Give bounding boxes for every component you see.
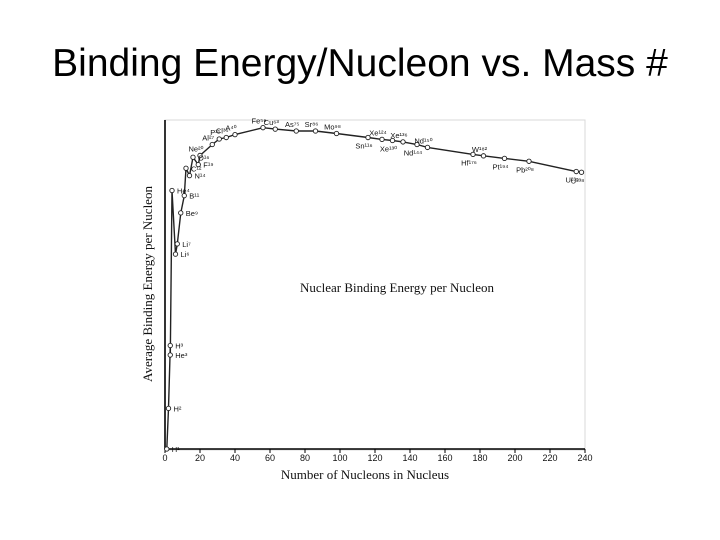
point-label: Mo⁹⁸ bbox=[324, 123, 341, 132]
x-tick-label: 0 bbox=[162, 453, 167, 463]
x-tick-label: 40 bbox=[230, 453, 240, 463]
slide-title: Binding Energy/Nucleon vs. Mass # bbox=[52, 42, 668, 85]
data-point bbox=[470, 151, 476, 158]
data-point bbox=[178, 210, 184, 216]
point-label: P³¹ bbox=[210, 128, 221, 137]
data-point bbox=[169, 187, 175, 194]
point-label: Cu⁶³ bbox=[264, 118, 280, 127]
data-point bbox=[312, 128, 319, 134]
point-label: A⁴⁰ bbox=[225, 124, 236, 133]
point-label: Li⁷ bbox=[182, 240, 191, 249]
data-point bbox=[389, 137, 396, 144]
point-label: Al²⁷ bbox=[202, 133, 214, 142]
point-label: Xe¹³⁰ bbox=[380, 144, 397, 153]
data-point bbox=[379, 136, 385, 143]
data-point bbox=[424, 144, 431, 151]
chart-title: Nuclear Binding Energy per Nucleon bbox=[300, 280, 494, 295]
x-tick-label: 180 bbox=[472, 453, 487, 463]
point-label: Sr⁸⁶ bbox=[305, 120, 319, 129]
data-point bbox=[260, 125, 266, 131]
point-label: H³ bbox=[175, 342, 183, 351]
data-point bbox=[174, 241, 180, 247]
point-label: U²³⁵ bbox=[565, 176, 579, 185]
point-label: W¹⁸² bbox=[472, 145, 488, 154]
point-label: Hf¹⁷⁶ bbox=[461, 158, 477, 167]
point-label: Li⁶ bbox=[181, 250, 190, 259]
point-label: Xe¹²⁴ bbox=[369, 128, 386, 137]
point-label: C¹² bbox=[191, 164, 202, 173]
data-point bbox=[181, 193, 187, 199]
x-tick-label: 140 bbox=[402, 453, 417, 463]
data-point bbox=[501, 155, 508, 162]
x-tick-group: 0 20 40 60 80 100 120 140 160 180 200 220 240 bbox=[162, 449, 593, 463]
data-point bbox=[333, 130, 340, 137]
point-label: Fe⁵⁶ bbox=[252, 117, 267, 126]
point-label: As⁷⁵ bbox=[285, 120, 300, 129]
point-label: O¹⁶ bbox=[198, 153, 209, 162]
data-point bbox=[414, 141, 420, 148]
x-axis-label: Number of Nucleons in Nucleus bbox=[281, 467, 449, 482]
data-point bbox=[526, 158, 532, 164]
x-tick-label: 60 bbox=[265, 453, 275, 463]
x-tick-label: 20 bbox=[195, 453, 205, 463]
data-point bbox=[293, 128, 299, 134]
point-label: Pt¹⁹⁴ bbox=[492, 162, 508, 171]
x-tick-label: 80 bbox=[300, 453, 310, 463]
data-point bbox=[573, 168, 579, 175]
x-tick-label: 160 bbox=[437, 453, 452, 463]
point-label: Ne²⁰ bbox=[188, 144, 203, 153]
point-label: Nd¹⁴⁴ bbox=[404, 148, 423, 157]
data-point bbox=[400, 139, 406, 145]
data-point bbox=[186, 172, 193, 179]
x-tick-label: 220 bbox=[542, 453, 557, 463]
data-point bbox=[190, 154, 196, 160]
data-point bbox=[172, 251, 179, 257]
data-point bbox=[167, 352, 173, 358]
point-label: U²³⁸ bbox=[571, 176, 585, 185]
data-point bbox=[272, 126, 278, 132]
data-point bbox=[209, 141, 215, 148]
x-tick-label: 240 bbox=[577, 453, 592, 463]
data-point bbox=[167, 342, 173, 349]
data-point bbox=[164, 446, 170, 452]
data-point bbox=[223, 134, 229, 141]
point-group bbox=[164, 125, 585, 452]
data-point bbox=[480, 153, 487, 159]
point-label: H² bbox=[174, 404, 182, 413]
point-label: Nd¹⁵⁰ bbox=[414, 136, 432, 145]
point-label: Be⁹ bbox=[186, 209, 198, 218]
point-label: Sn¹¹⁶ bbox=[355, 142, 372, 151]
point-label: Xe¹³⁶ bbox=[390, 131, 407, 140]
point-label: F¹⁹ bbox=[203, 161, 213, 170]
data-point bbox=[232, 131, 238, 138]
data-point bbox=[195, 161, 201, 168]
point-label: He⁴ bbox=[177, 187, 190, 196]
point-label: H¹ bbox=[172, 445, 180, 454]
data-point bbox=[216, 136, 222, 142]
point-label: B¹¹ bbox=[189, 192, 200, 201]
x-tick-label: 120 bbox=[367, 453, 382, 463]
point-label: Pb²⁰⁸ bbox=[516, 165, 534, 174]
x-tick-label: 200 bbox=[507, 453, 522, 463]
data-point bbox=[578, 169, 585, 175]
data-point bbox=[365, 134, 371, 141]
point-label: N¹⁴ bbox=[195, 172, 206, 181]
x-tick-label: 100 bbox=[332, 453, 347, 463]
data-point bbox=[197, 152, 203, 159]
point-label: He³ bbox=[175, 351, 188, 360]
data-point bbox=[183, 165, 189, 171]
point-label: Cl³⁵ bbox=[216, 127, 229, 136]
y-axis-label: Average Binding Energy per Nucleon bbox=[140, 186, 155, 382]
data-point bbox=[165, 405, 172, 412]
